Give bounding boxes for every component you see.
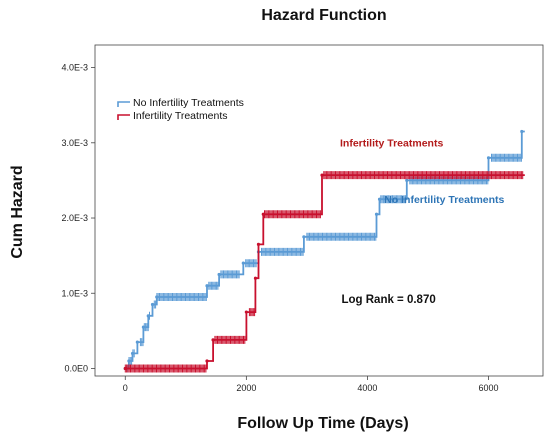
- step-line: [125, 174, 525, 370]
- step-point: [135, 340, 139, 344]
- y-axis-label: Cum Hazard: [9, 165, 26, 258]
- annotation-no-infertility-treatments: No Infertility Treatments: [384, 194, 504, 206]
- legend-label-no-treatments: No Infertility Treatments: [133, 97, 244, 109]
- y-tick-label: 1.0E-3: [61, 288, 88, 298]
- step-point: [377, 197, 382, 201]
- annotation-infertility-treatments: Infertility Treatments: [340, 138, 443, 150]
- step-point: [205, 359, 209, 363]
- y-tick-label: 2.0E-3: [61, 213, 88, 223]
- step-point: [302, 235, 306, 239]
- step-point: [141, 325, 146, 329]
- legend-swatch-treatments: [117, 114, 130, 120]
- step-point: [146, 314, 150, 318]
- legend-item-treatments: Infertility Treatments: [117, 110, 228, 122]
- step-point: [150, 302, 155, 307]
- step-point: [486, 156, 491, 160]
- y-tick-label: 3.0E-3: [61, 138, 88, 148]
- step-point: [253, 276, 258, 280]
- step-line: [125, 130, 525, 370]
- y-tick-label: 0.0E0: [64, 363, 88, 373]
- x-tick-label: 2000: [236, 383, 256, 393]
- step-point: [205, 284, 209, 288]
- step-point: [217, 272, 221, 277]
- x-axis-label: Follow Up Time (Days): [237, 415, 408, 432]
- annotations: Infertility Treatments No Infertility Tr…: [340, 138, 505, 306]
- step-point: [520, 129, 524, 134]
- step-point: [241, 261, 245, 265]
- plot-frame: [94, 44, 544, 377]
- legend-swatch-no-treatments: [117, 101, 130, 107]
- step-point: [123, 366, 127, 371]
- censor-marks: [153, 293, 207, 309]
- x-tick-label: 6000: [478, 383, 498, 393]
- step-point: [155, 295, 159, 299]
- axis-ticks: 0 2000 4000 6000 0.0E0 1.0E-3 2.0E-3 3.0E-3 4.0E…: [61, 63, 498, 393]
- annotation-log-rank: Log Rank = 0.870: [341, 294, 435, 306]
- series-no-infertility-treatments: [123, 129, 525, 373]
- x-tick-label: 4000: [357, 383, 377, 393]
- step-point: [261, 212, 265, 216]
- step-point: [256, 242, 261, 246]
- step-point: [130, 351, 135, 356]
- step-point: [405, 178, 409, 183]
- step-point: [320, 173, 324, 177]
- step-point: [127, 359, 131, 363]
- legend-label-treatments: Infertility Treatments: [133, 110, 228, 122]
- step-point: [244, 310, 248, 314]
- x-tick-label: 0: [123, 383, 128, 393]
- y-tick-label: 4.0E-3: [61, 63, 88, 73]
- series-layer: [123, 129, 525, 373]
- legend: No Infertility Treatments Infertility Tr…: [117, 97, 244, 122]
- step-point: [374, 212, 379, 216]
- legend-item-no-treatments: No Infertility Treatments: [117, 97, 244, 109]
- series-infertility-treatments: [123, 171, 525, 373]
- chart-title: Hazard Function: [261, 7, 386, 24]
- step-point: [211, 338, 215, 342]
